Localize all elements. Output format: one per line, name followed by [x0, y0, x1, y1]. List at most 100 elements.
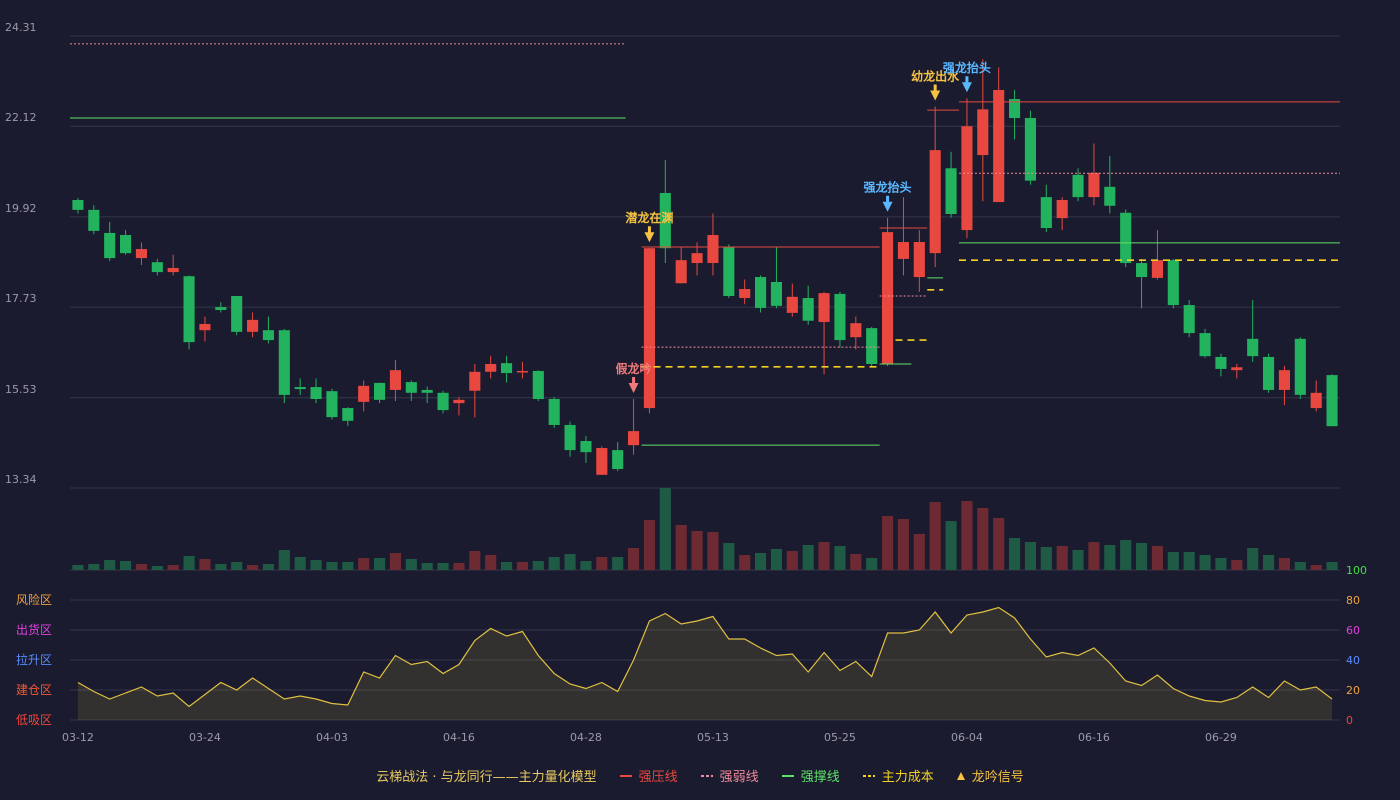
volume-bar — [643, 520, 655, 570]
legend-item: 强压线 — [619, 766, 678, 785]
volume-bar — [882, 516, 894, 570]
indicator-tick-label: 60 — [1346, 624, 1360, 637]
volume-bar — [628, 548, 640, 570]
candle-body — [580, 441, 592, 453]
candle-body — [88, 209, 100, 231]
indicator-tick-label: 20 — [1346, 684, 1360, 697]
candle-body — [961, 126, 973, 231]
chart: 13.34 15.53 17.73 19.92 22.12 24.31 0 20 40 60 80 1… — [5, 21, 1367, 744]
candle-body — [675, 260, 687, 284]
volume-bar — [199, 559, 211, 570]
candle-body — [453, 399, 465, 404]
volume-bar — [72, 565, 84, 570]
x-tick-label: 03-24 — [189, 731, 221, 744]
signal-arrow — [930, 84, 941, 101]
volume-bar — [548, 557, 560, 570]
zone-label: 出货区 — [16, 622, 52, 637]
candle-body — [72, 199, 84, 210]
candle-body — [1183, 305, 1195, 334]
candle-body — [104, 232, 116, 259]
candle-body — [929, 150, 941, 254]
volume-bar — [1167, 552, 1179, 570]
volume-bar — [659, 488, 671, 570]
volume-bar — [516, 562, 528, 570]
candle-body — [802, 298, 814, 321]
volume-bar — [421, 563, 433, 570]
volume-bar — [1231, 560, 1243, 570]
volume-bar — [977, 508, 989, 570]
candle-body — [1199, 333, 1211, 357]
candle-body — [1294, 338, 1306, 395]
volume-bar — [1024, 542, 1036, 570]
volume-bar — [231, 562, 243, 570]
volume-bar — [1310, 565, 1322, 570]
candle-body — [1215, 356, 1227, 369]
legend: 云梯战法 · 与龙同行——主力量化模型 强压线 强弱线 强撑线 主力成本 龙吟信号 — [0, 766, 1400, 785]
x-tick-label: 06-29 — [1205, 731, 1237, 744]
candle-body — [437, 392, 449, 411]
volume-bar — [326, 562, 338, 570]
volume-bar — [691, 531, 703, 570]
x-tick-label: 06-04 — [951, 731, 983, 744]
candle-body — [612, 450, 624, 470]
volume-bar — [723, 543, 735, 570]
volume-bar — [612, 557, 624, 570]
x-tick-label: 04-28 — [570, 731, 602, 744]
candle-body — [1024, 117, 1036, 181]
legend-item: 强撑线 — [781, 766, 840, 785]
candle-body — [247, 319, 259, 332]
volume-bar — [564, 554, 576, 570]
volume-bar — [1247, 548, 1259, 570]
zone-label: 低吸区 — [16, 713, 52, 727]
volume-bar — [120, 561, 132, 570]
volume-bar — [929, 502, 941, 570]
candle-body — [882, 232, 894, 364]
zone-label: 拉升区 — [16, 652, 52, 667]
legend-icon — [862, 774, 875, 777]
volume-bar — [802, 545, 814, 570]
volume-bar — [1183, 552, 1195, 570]
legend-item: 强弱线 — [700, 766, 759, 785]
volume-bar — [374, 558, 386, 570]
volume-bar — [1056, 546, 1068, 570]
x-tick-label: 04-16 — [443, 731, 475, 744]
volume-bar — [866, 558, 878, 570]
volume-bar — [993, 518, 1005, 570]
x-tick-label: 06-16 — [1078, 731, 1110, 744]
signal-label: 强龙抬头 — [943, 60, 991, 75]
candle-body — [548, 399, 560, 425]
candle-body — [358, 385, 370, 402]
candle-body — [739, 288, 751, 299]
candle-body — [707, 235, 719, 264]
legend-title: 云梯战法 · 与龙同行——主力量化模型 — [376, 770, 597, 785]
candle-body — [1151, 260, 1163, 278]
candle-body — [469, 371, 481, 391]
volume-bar — [294, 557, 306, 570]
candle-body — [1136, 263, 1148, 278]
candle-body — [1009, 99, 1021, 118]
volume-bar — [1278, 558, 1290, 570]
legend-icon — [619, 774, 632, 777]
volume-bar — [151, 566, 163, 570]
signal-label: 幼龙出水 — [911, 68, 960, 83]
candle-body — [231, 295, 243, 332]
candle-body — [564, 424, 576, 451]
volume-bar — [88, 564, 100, 570]
legend-label: 强撑线 — [800, 770, 840, 785]
candle-body — [1088, 172, 1100, 198]
candle-body — [516, 370, 528, 373]
candle-body — [691, 253, 703, 264]
legend-label: 强弱线 — [719, 770, 759, 785]
candle-body — [818, 293, 830, 322]
candle-body — [1120, 212, 1132, 264]
volume-bar — [1088, 542, 1100, 570]
candle-body — [723, 246, 735, 296]
candle-body — [405, 382, 417, 393]
candle-body — [866, 328, 878, 364]
indicator-tick-label: 40 — [1346, 654, 1360, 667]
indicator-tick-label: 80 — [1346, 594, 1360, 607]
candle-body — [1278, 370, 1290, 390]
candle-body — [501, 363, 513, 374]
volume-bar — [135, 564, 147, 570]
volume-bar — [945, 521, 957, 570]
